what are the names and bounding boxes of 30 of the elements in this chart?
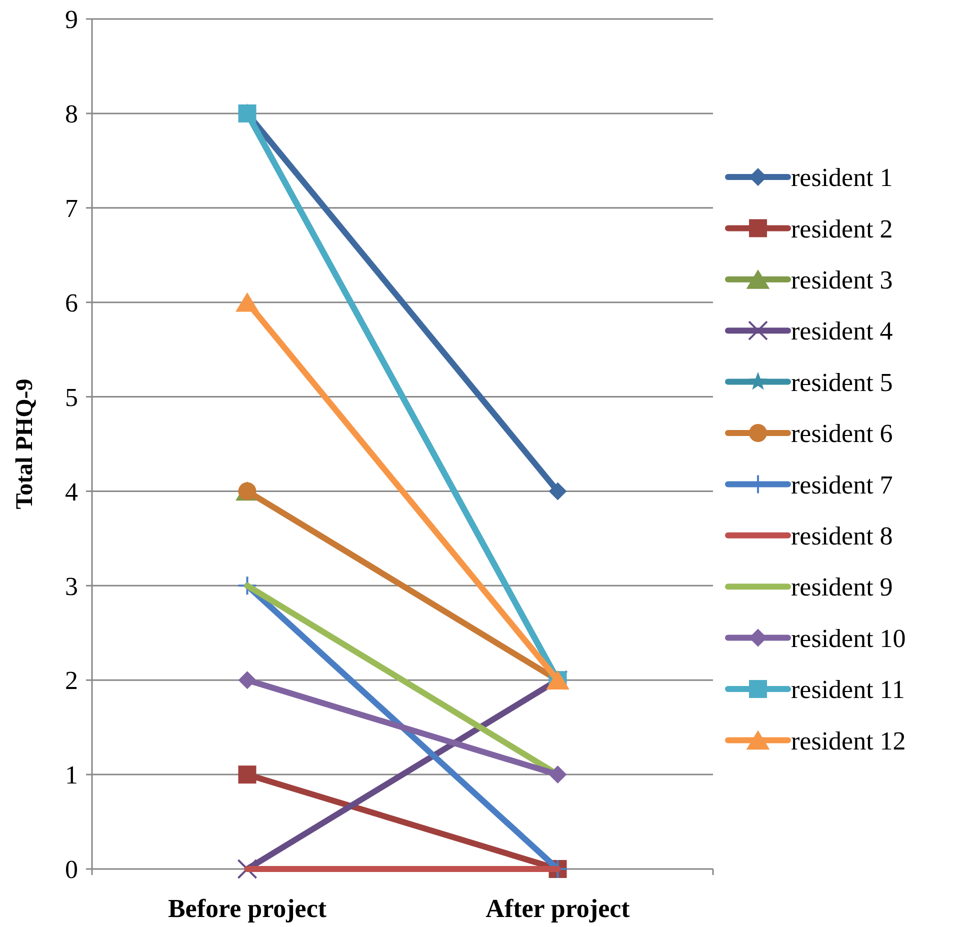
legend-label: resident 3 xyxy=(791,266,893,294)
x-tick-label: Before project xyxy=(168,894,327,923)
legend-label: resident 2 xyxy=(791,214,893,244)
legend-label: resident 5 xyxy=(791,368,893,397)
y-tick-label: 5 xyxy=(65,382,78,412)
x-tick-label: After project xyxy=(486,894,630,923)
point xyxy=(238,671,256,690)
point xyxy=(238,766,256,784)
y-tick-label: 6 xyxy=(65,288,78,318)
y-tick-label: 8 xyxy=(65,100,78,129)
y-tick-label: 2 xyxy=(65,666,78,696)
legend-label: resident 11 xyxy=(791,675,905,704)
y-tick-label: 3 xyxy=(65,572,78,601)
y-tick-label: 1 xyxy=(65,760,78,790)
y-tick-label: 7 xyxy=(65,194,78,223)
legend-label: resident 1 xyxy=(791,163,893,192)
legend-label: resident 12 xyxy=(791,726,906,756)
legend-label: resident 4 xyxy=(791,316,893,346)
legend-label: resident 10 xyxy=(791,624,906,653)
y-axis-title: Total PHQ-9 xyxy=(12,378,38,510)
point xyxy=(548,766,567,784)
point xyxy=(548,482,567,500)
legend-label: resident 6 xyxy=(791,419,893,448)
y-tick-label: 4 xyxy=(65,477,78,506)
legend-label: resident 8 xyxy=(791,522,893,550)
y-tick-label: 0 xyxy=(65,855,78,884)
y-tick-label: 9 xyxy=(65,5,78,34)
point xyxy=(237,859,258,879)
legend-label: resident 7 xyxy=(791,470,893,500)
legend-label: resident 9 xyxy=(791,572,893,602)
